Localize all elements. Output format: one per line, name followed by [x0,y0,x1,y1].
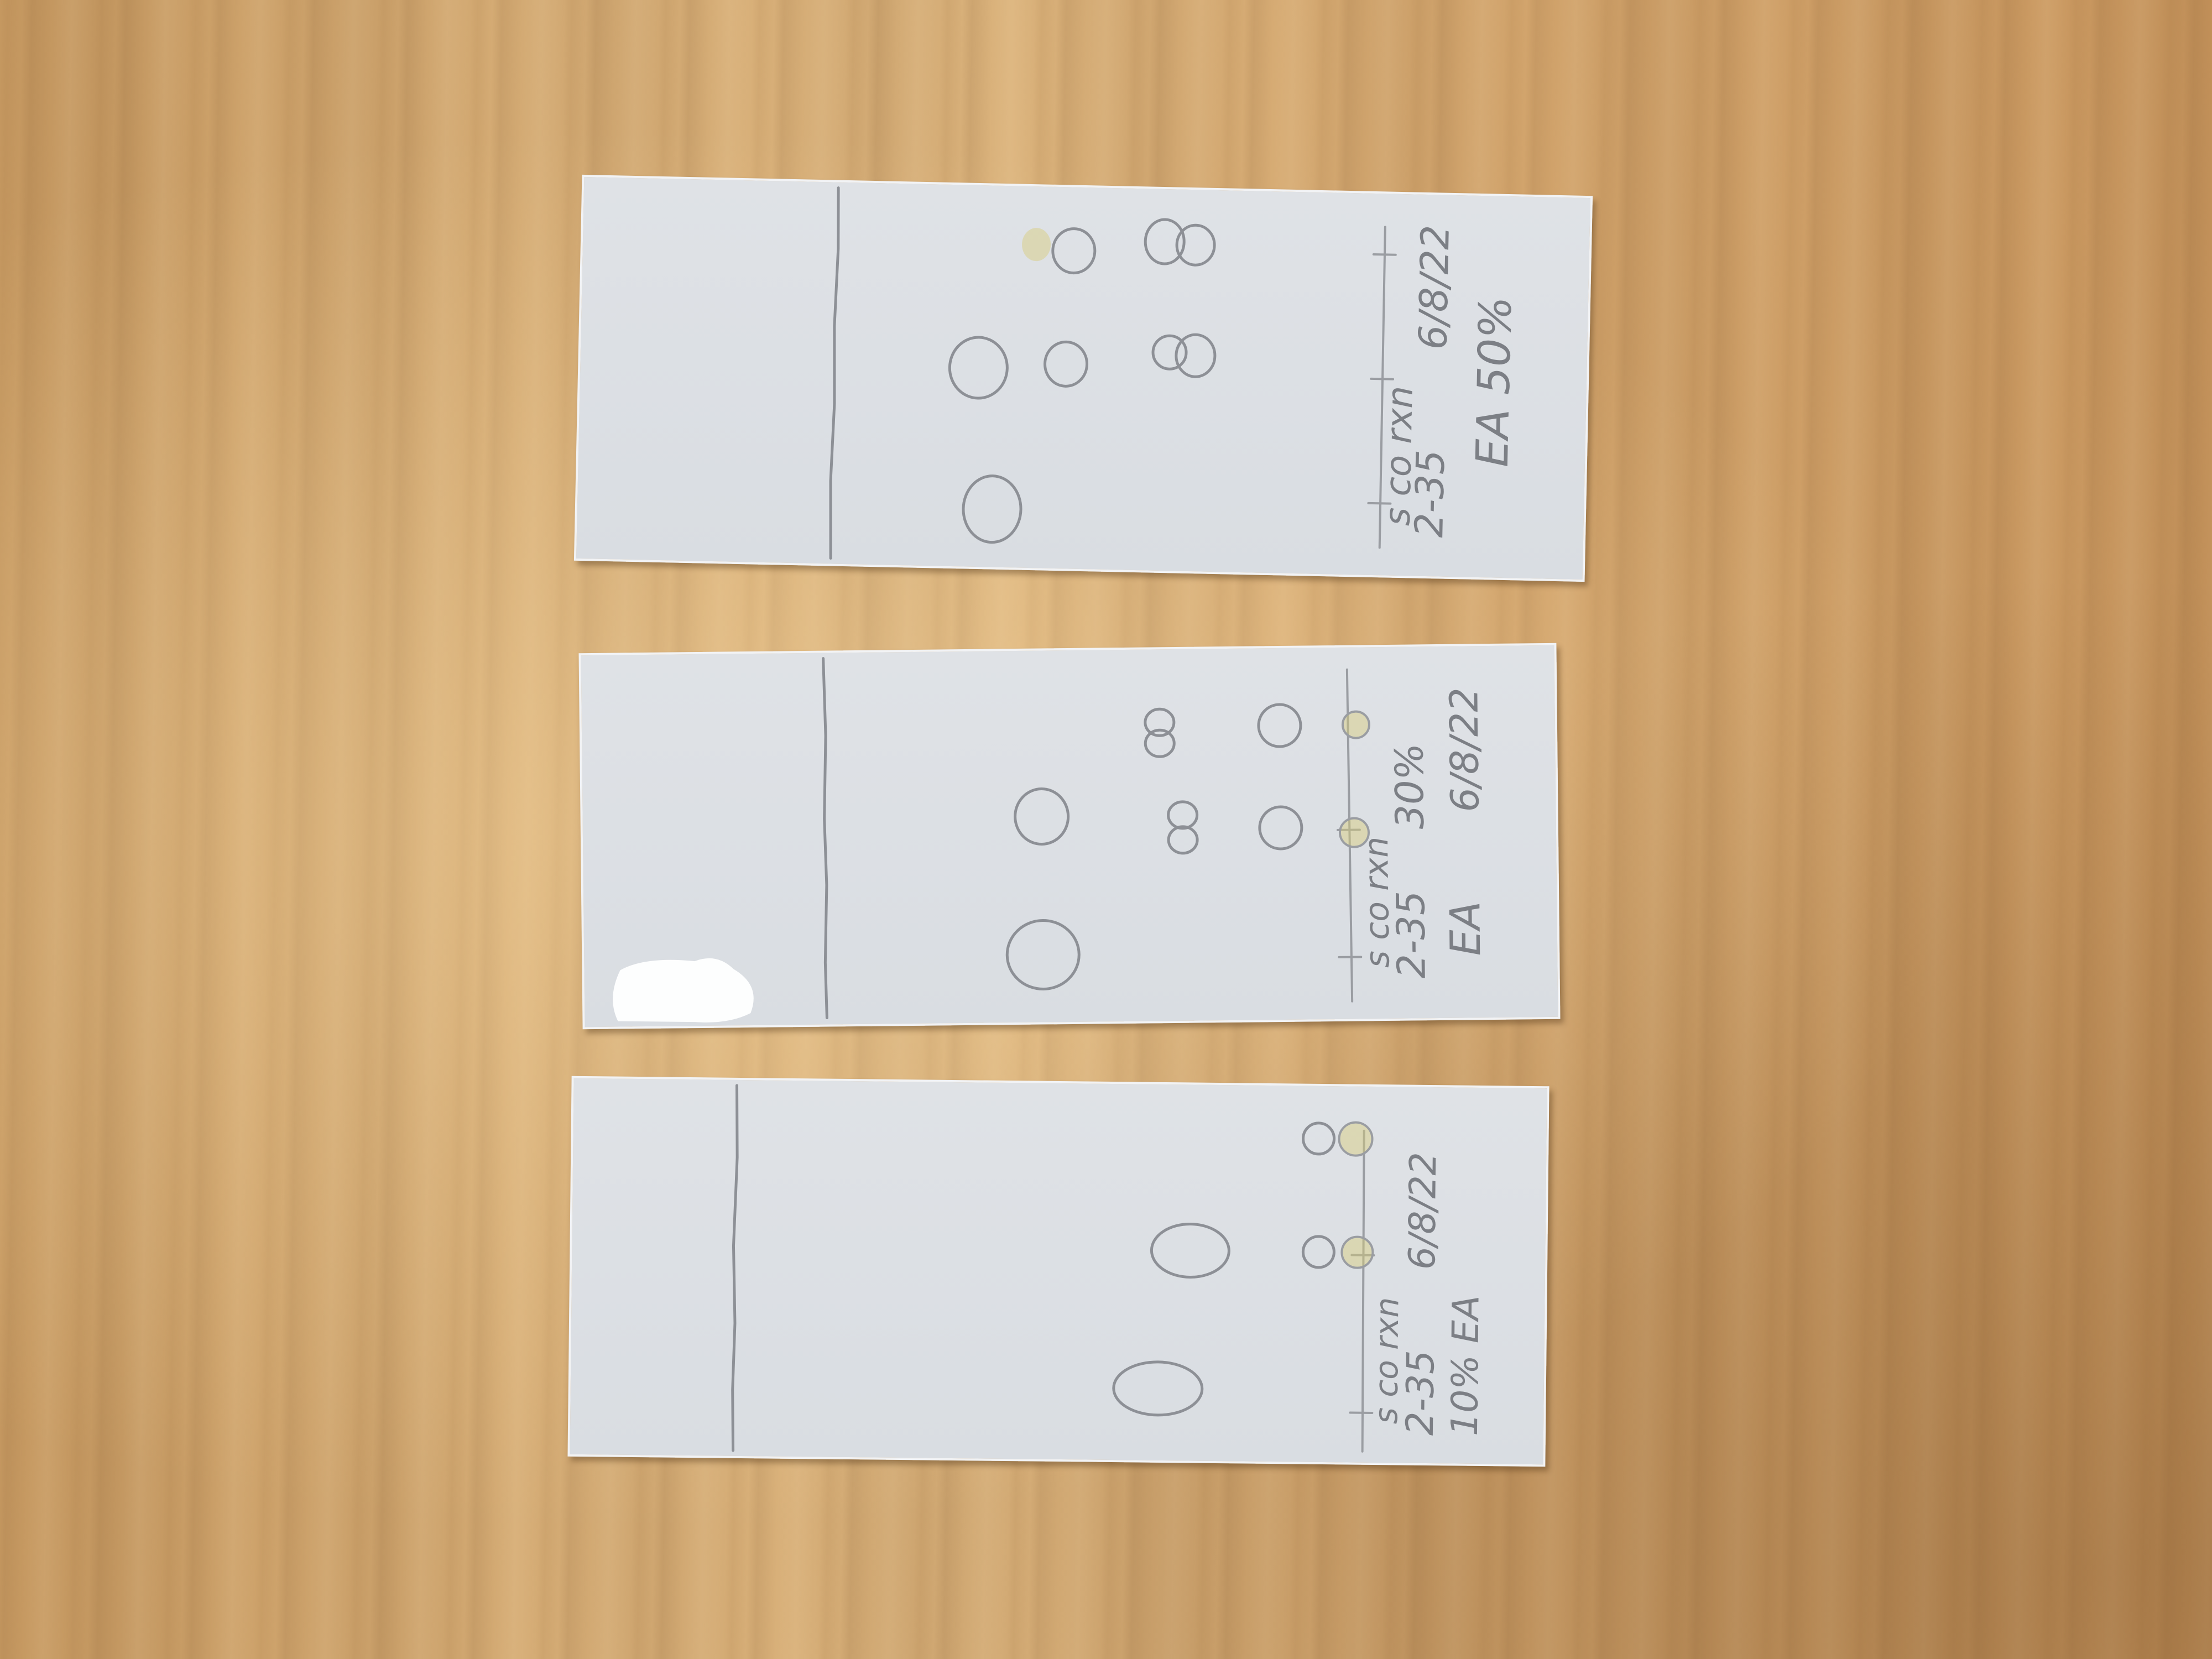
plate-date-label: 6/8/22 [1441,687,1488,812]
spot-rxn-1 [1051,227,1097,275]
plate-lanes-label: s co rxn [1357,837,1397,968]
plate-solvent-label: EA 50% [1467,296,1521,467]
lane-tick-s [1367,502,1392,505]
spot-rxn-1 [1144,707,1176,737]
plate-solvent-label: 30% [1386,743,1433,830]
tlc-plate-top-markings: s co rxn 2-35 6/8/22 EA 50% [829,186,1521,560]
spot-rxn-yellow [1339,1122,1373,1156]
solvent-front-line [822,657,828,1020]
plate-eluent-label: EA [1441,901,1490,956]
plate-lanes-label: s co rxn [1378,385,1421,526]
spot-rxn-4 [1341,710,1370,739]
plate-sample-label: 2-35 [1406,449,1453,538]
spot-co-4 [1258,805,1303,851]
solvent-front-line [731,1084,739,1452]
spot-co-1 [1150,1222,1230,1279]
spot-rxn-1 [1302,1121,1336,1156]
spot-co-5 [1338,817,1370,848]
lane-tick-rxn [1372,253,1397,256]
baseline [1378,226,1386,549]
spot-rxn-yellow [1342,711,1369,738]
spot-co-3 [1151,334,1188,371]
spot-s-1 [1005,919,1081,991]
tlc-plate-middle: s co rxn 2-35 30% EA 6/8/22 [578,643,1561,1030]
plate-glare [613,958,754,1022]
spot-co-yellow [1342,1237,1373,1268]
spot-co-3 [1167,825,1199,855]
spot-s-1 [962,474,1022,544]
plate-lanes-label: s co rxn [1367,1297,1406,1424]
baseline [1361,1129,1365,1453]
spot-rxn-yellow [1022,228,1051,262]
spot-co-2 [1044,340,1089,388]
tlc-plate-middle-markings: s co rxn 2-35 30% EA 6/8/22 [613,657,1490,1022]
spot-rxn-2 [1338,1121,1374,1157]
tlc-plate-bottom-markings: s co rxn 2-35 6/8/22 10% EA [731,1084,1488,1453]
baseline [1345,668,1354,1003]
solvent-front-line [829,186,840,560]
tlc-plate-bottom: s co rxn 2-35 6/8/22 10% EA [567,1076,1550,1467]
spot-co-2 [1167,800,1199,830]
plate-sample-label: 2-35 [1399,1350,1443,1436]
plate-date-label: 6/8/22 [1401,1152,1444,1270]
spot-co-1 [948,336,1009,400]
spot-rxn-3 [1257,703,1302,748]
spot-co-2 [1301,1235,1335,1269]
spot-co-1 [1014,787,1070,846]
spot-co-3 [1340,1235,1374,1269]
spot-rxn-3 [1175,223,1216,267]
plate-date-label: 6/8/22 [1410,225,1458,350]
spot-rxn-2 [1144,728,1176,758]
spot-co-yellow [1339,818,1369,847]
tlc-plate-top: s co rxn 2-35 6/8/22 EA 50% [573,174,1593,582]
spot-s-1 [1112,1360,1204,1417]
spot-rxn-2 [1144,218,1186,265]
spot-co-4 [1175,333,1217,378]
plate-sample-label: 2-35 [1388,890,1434,979]
plate-solvent-label: 10% EA [1443,1295,1488,1436]
